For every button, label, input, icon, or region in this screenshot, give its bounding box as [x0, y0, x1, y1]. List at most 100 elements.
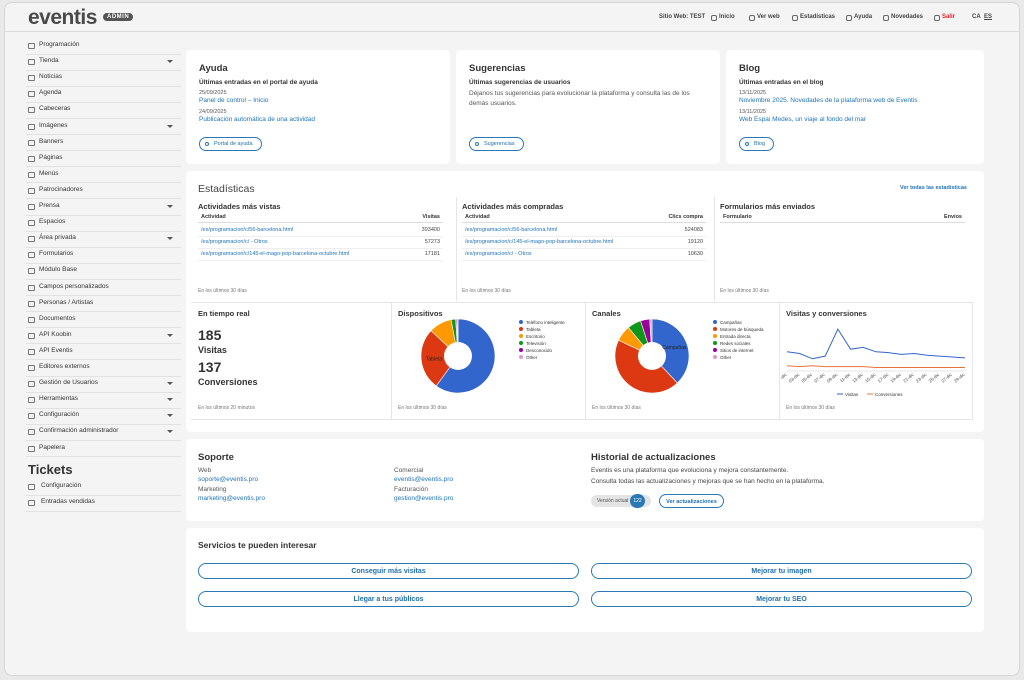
entry-link[interactable]: Panel de control – Inicio	[199, 97, 269, 104]
row-link[interactable]: /es/programacion/c/ - Otros	[201, 239, 268, 245]
menu-item[interactable]: Cabeceras	[39, 105, 71, 113]
nav-item[interactable]: Salir	[942, 14, 956, 20]
menu-item[interactable]: Confirmación administrador	[39, 427, 119, 435]
row-link[interactable]: /es/programacion/c/145-el-mago-pop-barce…	[201, 251, 350, 257]
nav-item[interactable]: Novedades	[891, 14, 924, 20]
menu-icon	[28, 300, 35, 307]
contact-email[interactable]: marketing@eventis.pro	[198, 495, 265, 502]
menu-item[interactable]: Patrocinadores	[39, 185, 83, 193]
row-value: 17181	[424, 251, 440, 257]
legend-swatch	[519, 327, 523, 331]
contact-email[interactable]: eventis@eventis.pro	[394, 476, 453, 483]
menu-item[interactable]: Prensa	[39, 202, 60, 209]
table-title: Actividades más compradas	[462, 202, 564, 211]
row-link[interactable]: /es/programacion/c/ - Otros	[465, 251, 532, 257]
menu-item[interactable]: API Eventis	[39, 346, 73, 354]
nav-icon	[749, 15, 755, 21]
menu-icon	[28, 348, 35, 355]
menu-item[interactable]: Agenda	[39, 89, 62, 97]
menu-item[interactable]: Configuración	[39, 411, 80, 419]
service-button[interactable]: Mejorar tu imagen	[591, 563, 972, 579]
x-tick-label: 05-dic	[800, 371, 813, 383]
menu-item[interactable]: Campos personalizados	[39, 282, 109, 290]
menu-item[interactable]: API Koobin	[39, 330, 72, 338]
menu-item[interactable]: Documentos	[39, 314, 76, 322]
legend-swatch	[713, 334, 717, 338]
row-link[interactable]: /es/programacion/c/56-barcelona.html	[201, 227, 294, 233]
menu-item[interactable]: Personas / Artistas	[39, 298, 94, 306]
x-tick-label: 09-dic	[826, 371, 839, 383]
menu-item[interactable]: Gestión de Usuarios	[39, 379, 98, 387]
nav-icon	[846, 15, 852, 21]
nav-item[interactable]: Estadísticas	[800, 14, 836, 20]
stats-link[interactable]: Ver todas las estadísticas	[900, 185, 967, 191]
contact-label: Comercial	[394, 467, 424, 474]
menu-item[interactable]: Menús	[39, 169, 59, 177]
menu-icon	[28, 59, 35, 66]
x-tick-label: 17-dic	[877, 371, 890, 383]
row-link[interactable]: /es/programacion/c/56-barcelona.html	[465, 227, 558, 233]
menu-item[interactable]: Imágenes	[39, 121, 68, 129]
nav-item[interactable]: Ver web	[757, 14, 780, 20]
legend-label: Televisión	[526, 341, 546, 346]
service-button[interactable]: Conseguir más visitas	[198, 563, 579, 579]
menu-icon	[28, 284, 35, 291]
chart-title: Visitas y conversiones	[786, 309, 867, 318]
legend-swatch	[713, 320, 717, 324]
lang[interactable]: ES	[984, 14, 993, 20]
card-button[interactable]: Blog	[739, 137, 775, 151]
menu-item[interactable]: Módulo Base	[39, 266, 77, 274]
menu-item[interactable]: Área privada	[39, 234, 76, 242]
menu-item[interactable]: Editores externos	[39, 363, 90, 370]
menu-item[interactable]: Espacios	[39, 218, 66, 226]
nav-item[interactable]: Ayuda	[854, 14, 873, 20]
menu-item[interactable]: Herramientas	[39, 395, 79, 403]
menu-icon	[28, 252, 35, 259]
legend-swatch	[713, 341, 717, 345]
menu-item[interactable]: Configuración	[41, 482, 82, 489]
menu-icon	[28, 332, 35, 339]
history-text: Eventis es una plataforma que evoluciona…	[591, 467, 789, 474]
menu-item[interactable]: Papelera	[39, 443, 66, 451]
menu-item[interactable]: Noticias	[39, 73, 63, 81]
menu-item[interactable]: Páginas	[39, 153, 63, 161]
entry-link[interactable]: Noviembre 2025. Novedades de la platafor…	[739, 97, 918, 104]
row-divider	[198, 236, 443, 237]
entry-link[interactable]: Publicación automática de una actividad	[199, 116, 315, 123]
contact-email[interactable]: soporte@eventis.pro	[198, 476, 259, 483]
menu-item[interactable]: Programación	[39, 41, 80, 48]
entry-link[interactable]: Web Espai Medes, un viaje al fondo del m…	[739, 116, 867, 123]
lang[interactable]: CA	[972, 14, 981, 20]
pie-slice	[651, 319, 690, 384]
pie-hole	[638, 342, 666, 370]
history-button[interactable]: Ver actualizaciones	[659, 494, 724, 508]
menu-divider	[26, 230, 181, 232]
service-button[interactable]: Llegar a tus públicos	[198, 591, 579, 607]
legend-label: Entrada directa	[720, 334, 751, 339]
nav-item[interactable]: Inicio	[719, 14, 735, 20]
menu-divider	[26, 439, 181, 441]
menu-item[interactable]: Formularios	[39, 250, 74, 258]
line-series	[786, 328, 966, 360]
menu-icon	[28, 187, 35, 194]
contact-email[interactable]: gestion@eventis.pro	[394, 495, 454, 502]
x-tick-label: 03-dic	[788, 371, 801, 383]
menu-icon	[28, 75, 35, 82]
menu-item[interactable]: Tienda	[39, 57, 59, 65]
card-subtitle: Últimas entradas en el blog	[739, 79, 824, 86]
card-button[interactable]: Sugerencias	[469, 137, 524, 151]
menu-icon	[28, 365, 35, 371]
menu-divider	[26, 391, 181, 393]
menu-icon	[28, 91, 35, 98]
nav-icon	[711, 15, 717, 21]
service-button[interactable]: Mejorar tu SEO	[591, 591, 972, 607]
x-tick-label: 19-dic	[889, 371, 902, 383]
submenu-arrow	[167, 60, 173, 64]
card-title: Sugerencias	[469, 63, 526, 74]
row-link[interactable]: /es/programacion/c/145-el-mago-pop-barce…	[465, 239, 614, 245]
row-value: 57273	[424, 239, 440, 245]
submenu-arrow	[167, 237, 173, 241]
menu-item[interactable]: Banners	[39, 137, 64, 145]
menu-item[interactable]: Entradas vendidas	[41, 498, 95, 505]
card-button[interactable]: Portal de ayuda	[199, 137, 262, 151]
